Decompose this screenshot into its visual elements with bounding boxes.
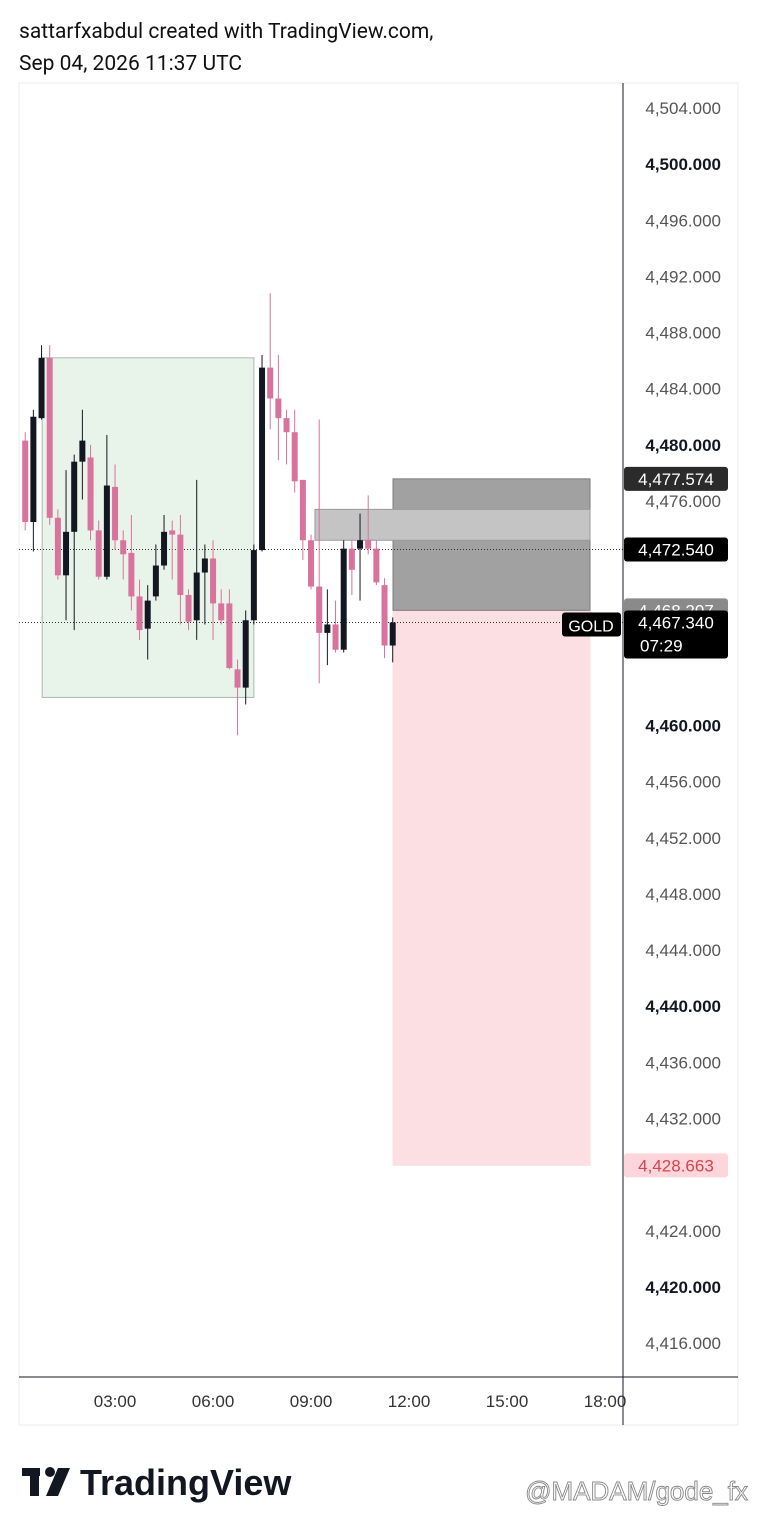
y-tick-label: 4,496.000: [645, 211, 721, 230]
candle-body: [112, 486, 119, 541]
candle-body: [144, 600, 151, 629]
candle-body: [210, 558, 217, 604]
x-tick-label: 09:00: [290, 1392, 333, 1411]
y-tick-label: 4,480.000: [645, 436, 721, 455]
candle-body: [348, 548, 355, 570]
drawing-box: [314, 508, 591, 541]
y-tick-label: 4,436.000: [645, 1053, 721, 1072]
y-tick-label: 4,460.000: [645, 717, 721, 736]
y-tick-label: 4,432.000: [645, 1109, 721, 1128]
x-tick-label: 15:00: [486, 1392, 529, 1411]
logo-text: TradingView: [80, 1462, 292, 1503]
x-tick-label: 06:00: [192, 1392, 235, 1411]
drawing-box: [392, 478, 591, 611]
candle-body: [242, 620, 249, 688]
candle-body: [373, 548, 380, 583]
candle-body: [193, 572, 200, 621]
candle-body: [30, 416, 37, 523]
header-line: sattarfxabdul created with TradingView.c…: [19, 20, 434, 44]
price-label-bg: [624, 610, 728, 659]
axes: 4,504.000 4,500.000 4,496.000 4,492.000 4,48…: [94, 99, 728, 1411]
y-tick-label: 4,452.000: [645, 829, 721, 848]
candle-body: [389, 622, 396, 646]
candle-body: [299, 479, 306, 541]
candle-body: [381, 585, 388, 646]
price-label-bg: [624, 1153, 728, 1178]
candle-body: [87, 457, 94, 531]
y-tick-label: 4,504.000: [645, 99, 721, 118]
price-label: 4,428.663: [638, 1156, 714, 1175]
y-tick-label: 4,484.000: [645, 380, 721, 399]
candle-body: [332, 624, 339, 650]
y-tick-label: 4,476.000: [645, 492, 721, 511]
candle-body: [316, 586, 323, 633]
symbol-tag: GOLD: [568, 618, 613, 635]
candle-body: [46, 357, 53, 518]
candle-body: [267, 367, 274, 399]
logo-icon: [22, 1467, 70, 1496]
candle-body: [185, 594, 192, 622]
y-tick-label: 4,448.000: [645, 885, 721, 904]
candle-body: [226, 603, 233, 668]
candle-body: [259, 367, 266, 551]
candle-body: [128, 552, 135, 597]
candle-body: [54, 517, 61, 576]
candle-body: [308, 540, 315, 587]
header: sattarfxabdul created with TradingView.c…: [19, 16, 433, 80]
drawing-box: [392, 609, 591, 1166]
symbol-tag-bg: [562, 612, 621, 637]
candle-body: [169, 530, 176, 535]
x-tick-label: 18:00: [584, 1392, 627, 1411]
candle-body: [275, 398, 282, 419]
chart-frame: [18, 82, 739, 1426]
price-label: 4,467.340: [638, 613, 714, 632]
candle-body: [283, 418, 290, 433]
candle-body: [120, 540, 127, 555]
y-tick-label: 4,416.000: [645, 1334, 721, 1353]
y-tick-label: 4,456.000: [645, 773, 721, 792]
candle-body: [250, 550, 257, 621]
y-tick-label: 4,420.000: [645, 1278, 721, 1297]
candle-body: [38, 357, 45, 419]
candle-body: [201, 558, 208, 573]
header-line: Sep 04, 2026 11:37 UTC: [19, 52, 243, 76]
x-tick-label: 03:00: [94, 1392, 137, 1411]
candle-body: [22, 440, 29, 523]
candle-body: [357, 540, 364, 549]
countdown-label: 07:29: [640, 636, 683, 655]
candle-body: [161, 531, 168, 566]
y-tick-label: 4,444.000: [645, 941, 721, 960]
price-label: 4,472.540: [638, 541, 714, 560]
watermark: @MADAM/gode_fx: [525, 1476, 748, 1506]
candle-body: [136, 596, 143, 631]
candle-body: [71, 461, 78, 532]
x-tick-label: 12:00: [388, 1392, 431, 1411]
candle-body: [365, 540, 372, 549]
y-tick-label: 4,500.000: [645, 155, 721, 174]
candle-body: [103, 485, 110, 577]
y-tick-label: 4,424.000: [645, 1222, 721, 1241]
price-label-bg: [624, 537, 728, 562]
y-tick-label: 4,440.000: [645, 997, 721, 1016]
price-label-bg: [624, 466, 728, 491]
candle-body: [63, 531, 70, 576]
candle-body: [79, 440, 86, 462]
candle-body: [234, 669, 241, 688]
candle-body: [218, 603, 225, 621]
y-tick-label: 4,488.000: [645, 324, 721, 343]
price-label: 4,477.574: [638, 470, 714, 489]
y-tick-label: 4,492.000: [645, 267, 721, 286]
plot-area: [19, 293, 623, 1166]
candle-body: [177, 534, 184, 595]
candle-body: [152, 565, 159, 597]
candle-body: [340, 548, 347, 650]
candle-body: [291, 432, 298, 482]
candle-body: [324, 624, 331, 633]
candle-body: [95, 530, 102, 577]
